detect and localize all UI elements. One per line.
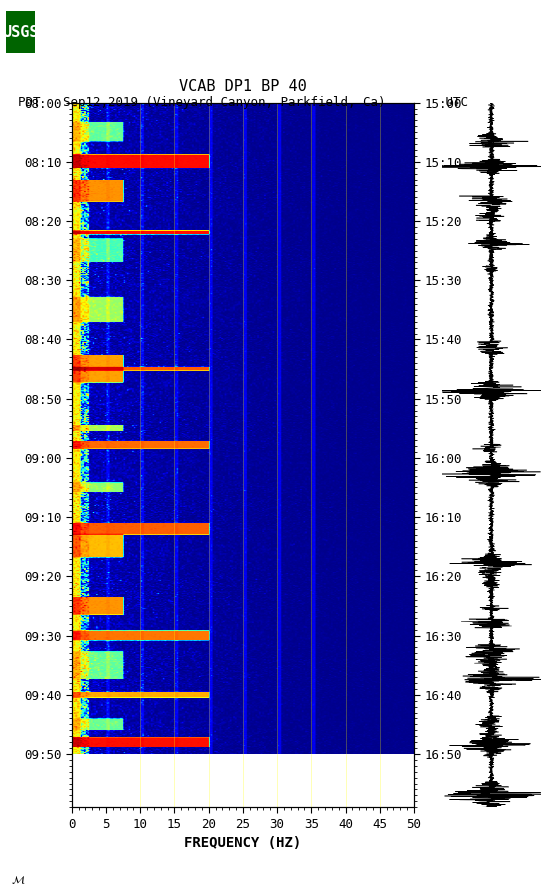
Text: $\mathcal{M}$: $\mathcal{M}$ bbox=[11, 874, 25, 886]
X-axis label: FREQUENCY (HZ): FREQUENCY (HZ) bbox=[184, 836, 301, 850]
Text: VCAB DP1 BP 40: VCAB DP1 BP 40 bbox=[179, 78, 307, 94]
Text: PDT   Sep12,2019 (Vineyard Canyon, Parkfield, Ca)        UTC: PDT Sep12,2019 (Vineyard Canyon, Parkfie… bbox=[18, 95, 468, 109]
FancyBboxPatch shape bbox=[6, 12, 35, 54]
Text: USGS: USGS bbox=[2, 25, 38, 40]
